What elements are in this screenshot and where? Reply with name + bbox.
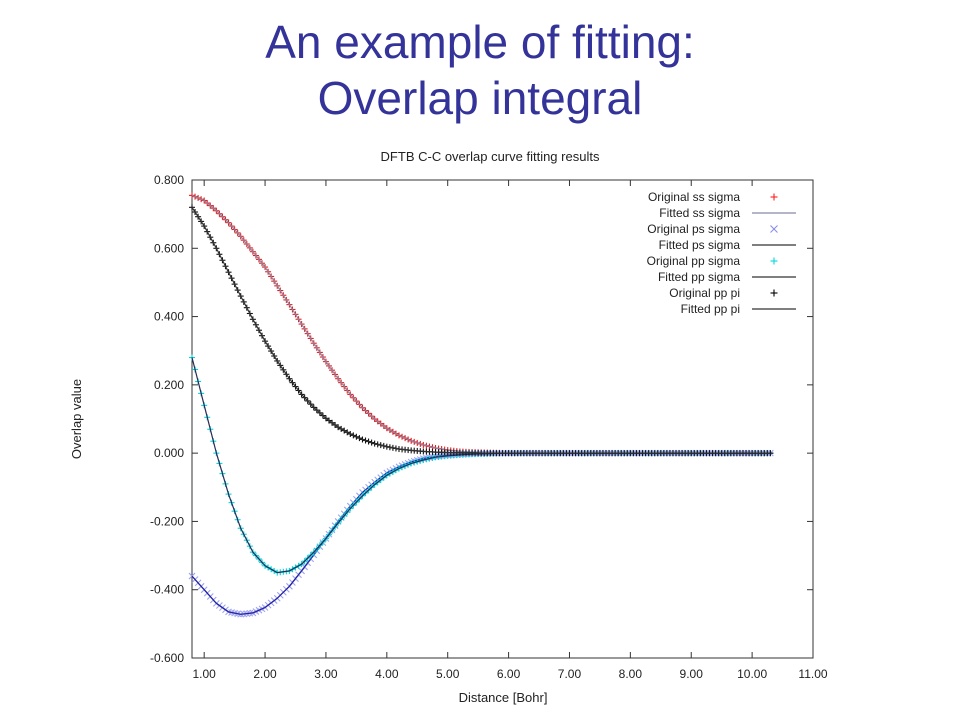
- x-tick-label: 3.00: [314, 667, 338, 681]
- y-tick-label: -0.200: [150, 514, 184, 528]
- series-fitted-pp-pi: [191, 206, 771, 454]
- x-tick-label: 8.00: [619, 667, 643, 681]
- series-fitted-pp-sigma: [191, 357, 771, 574]
- y-tick-label: 0.200: [154, 378, 184, 392]
- x-axis-label: Distance [Bohr]: [459, 690, 548, 705]
- x-tick-label: 4.00: [375, 667, 399, 681]
- y-tick-label: 0.600: [154, 241, 184, 255]
- x-tick-label: 2.00: [253, 667, 277, 681]
- legend-marker: [770, 257, 778, 265]
- legend-label: Fitted ps sigma: [659, 238, 741, 252]
- plot-area: [191, 179, 814, 659]
- legend-marker: [770, 193, 778, 201]
- y-axis: -0.600 -0.400 -0.200 0.000 0.200 0.400 0.600 0.…: [150, 173, 813, 665]
- x-tick-label: 9.00: [680, 667, 704, 681]
- legend-marker: [770, 225, 778, 233]
- series-layer: [188, 192, 774, 618]
- series-original-ps-sigma: [188, 449, 774, 618]
- slide-title-line-2: Overlap integral: [317, 72, 643, 124]
- x-tick-label: 1.00: [192, 667, 216, 681]
- legend-label: Original pp sigma: [647, 254, 741, 268]
- series-fitted-ps-sigma: [191, 452, 771, 615]
- x-axis: 1.00 2.00 3.00 4.00 5.00 6.00 7.00 8.00 9.00 10.0…: [192, 180, 828, 681]
- legend-label: Fitted pp sigma: [658, 270, 740, 284]
- y-tick-label: 0.000: [154, 446, 184, 460]
- slide-title: An example of fitting: Overlap integral: [0, 14, 960, 126]
- y-axis-label: Overlap value: [69, 379, 84, 459]
- x-tick-label: 6.00: [497, 667, 521, 681]
- x-tick-label: 11.00: [798, 667, 827, 681]
- x-tick-label: 5.00: [436, 667, 460, 681]
- legend-marker: [770, 289, 778, 297]
- chart-title: DFTB C-C overlap curve fitting results: [381, 149, 600, 164]
- slide-title-line-1: An example of fitting:: [265, 16, 695, 68]
- x-tick-label: 7.00: [558, 667, 582, 681]
- y-tick-label: -0.400: [150, 583, 184, 597]
- y-tick-label: 0.800: [154, 173, 184, 187]
- legend-label: Fitted pp pi: [681, 302, 740, 316]
- y-tick-label: 0.400: [154, 310, 184, 324]
- legend-label: Original pp pi: [669, 286, 740, 300]
- x-tick-label: 10.00: [737, 667, 767, 681]
- legend: Original ss sigma Fitted ss sigma Original…: [647, 190, 796, 316]
- y-tick-label: -0.600: [150, 651, 184, 665]
- legend-label: Fitted ss sigma: [659, 206, 740, 220]
- legend-label: Original ps sigma: [647, 222, 740, 236]
- legend-label: Original ss sigma: [648, 190, 740, 204]
- series-original-pp-sigma: [189, 354, 774, 576]
